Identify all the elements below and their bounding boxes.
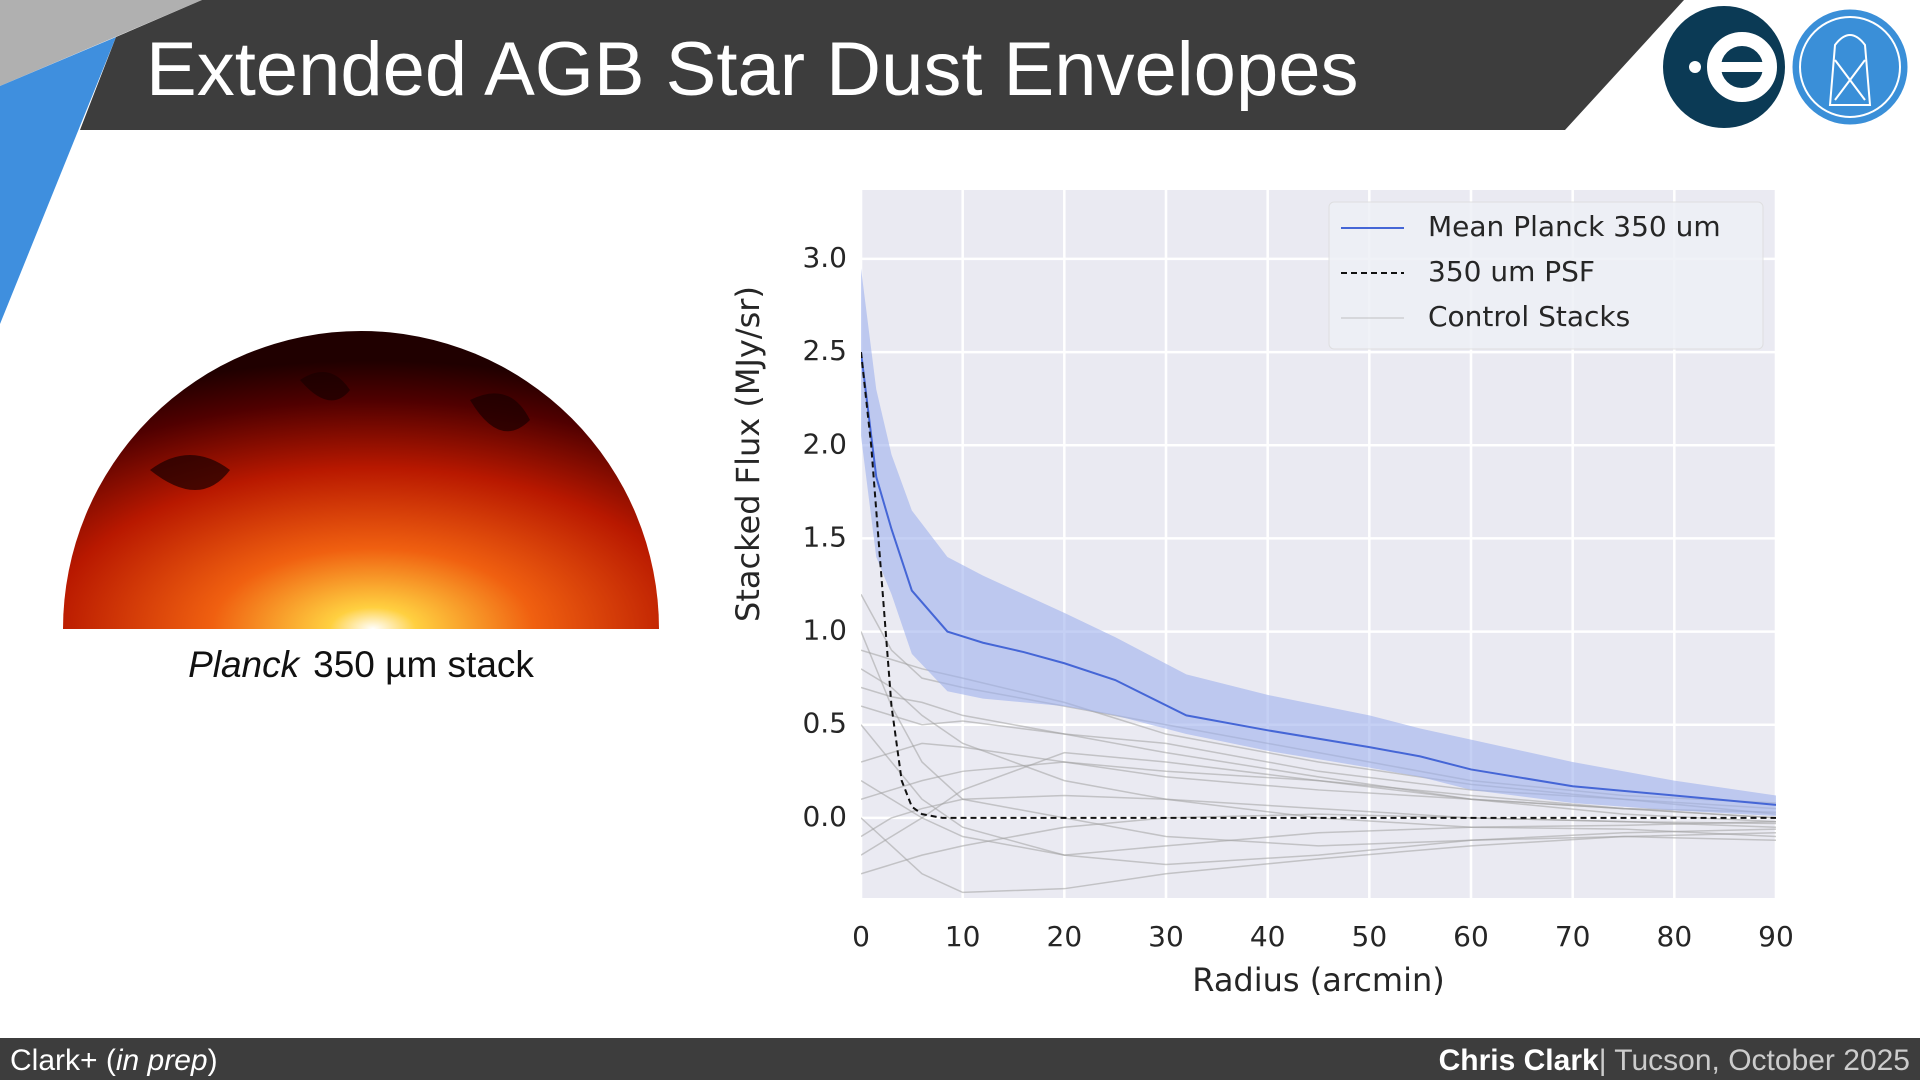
control-line bbox=[861, 751, 1776, 856]
caption-text: 350 µm stack bbox=[313, 644, 534, 685]
legend-label: Mean Planck 350 um bbox=[1428, 210, 1721, 243]
image-caption: Planck 350 µm stack bbox=[188, 644, 534, 685]
y-tick-label: 1.0 bbox=[802, 614, 847, 647]
control-line bbox=[861, 686, 1776, 823]
x-tick-label: 50 bbox=[1352, 920, 1388, 953]
series-line bbox=[861, 351, 1776, 806]
y-tick-label: 2.5 bbox=[802, 334, 847, 367]
y-tick-label: 2.0 bbox=[802, 427, 847, 460]
observatory-logo bbox=[1789, 6, 1911, 128]
planck-stack-image bbox=[63, 331, 659, 629]
error-band bbox=[861, 268, 1776, 817]
x-tick-label: 30 bbox=[1148, 920, 1184, 953]
footer-author: Chris Clark bbox=[1439, 1044, 1599, 1077]
y-tick-label: 3.0 bbox=[802, 241, 847, 274]
footer-bar bbox=[0, 1038, 1920, 1080]
caption-italic: Planck bbox=[188, 644, 302, 685]
observatory-ring bbox=[1799, 16, 1901, 118]
y-tick-label: 1.5 bbox=[802, 520, 847, 553]
control-line bbox=[861, 817, 1776, 894]
legend-box bbox=[1328, 201, 1764, 350]
esa-logo-bar bbox=[1714, 62, 1766, 72]
slide-title: Extended AGB Star Dust Envelopes bbox=[146, 27, 1358, 112]
observatory-telescope bbox=[1828, 34, 1872, 106]
control-line bbox=[861, 668, 1776, 838]
legend-label: 350 um PSF bbox=[1428, 255, 1595, 288]
x-tick-label: 20 bbox=[1047, 920, 1083, 953]
corner-blue bbox=[0, 37, 116, 324]
corner-gray bbox=[0, 0, 202, 86]
plot: 0 10 20 30 40 50 60 70 80 90 0.0 0.5 1.0 1.5 2.0 2.5 3.0… bbox=[729, 190, 1794, 999]
y-axis-label: Stacked Flux (MJy/sr) bbox=[729, 286, 767, 622]
x-tick-label: 80 bbox=[1657, 920, 1693, 953]
esa-logo-dot bbox=[1689, 61, 1701, 73]
y-tick-label: 0.5 bbox=[802, 707, 847, 740]
x-tick-label: 40 bbox=[1250, 920, 1286, 953]
x-tick-label: 60 bbox=[1453, 920, 1489, 953]
footer-credit: Chris Clark| Tucson, October 2025 bbox=[1439, 1044, 1910, 1077]
series-line bbox=[861, 351, 1776, 819]
planck-stack-texture bbox=[150, 372, 530, 490]
control-line bbox=[861, 779, 1776, 856]
y-tick-label: 0.0 bbox=[802, 800, 847, 833]
control-line bbox=[861, 631, 1776, 847]
legend-label: Control Stacks bbox=[1428, 300, 1630, 333]
x-tick-label: 0 bbox=[852, 920, 870, 953]
footer-event: | Tucson, October 2025 bbox=[1599, 1044, 1910, 1077]
control-line bbox=[861, 742, 1776, 819]
footer-citation: Clark+ (in prep) bbox=[10, 1044, 218, 1077]
footer-italic: in prep bbox=[116, 1044, 208, 1077]
footer-text: Clark+ ( bbox=[10, 1044, 116, 1077]
x-tick-label: 90 bbox=[1758, 920, 1794, 953]
x-tick-label: 70 bbox=[1555, 920, 1591, 953]
x-axis-label: Radius (arcmin) bbox=[1192, 961, 1444, 999]
x-tick-label: 10 bbox=[945, 920, 981, 953]
series-group bbox=[861, 268, 1776, 894]
control-line bbox=[861, 724, 1776, 866]
footer-text: ) bbox=[208, 1044, 218, 1077]
header-band bbox=[80, 0, 1684, 130]
